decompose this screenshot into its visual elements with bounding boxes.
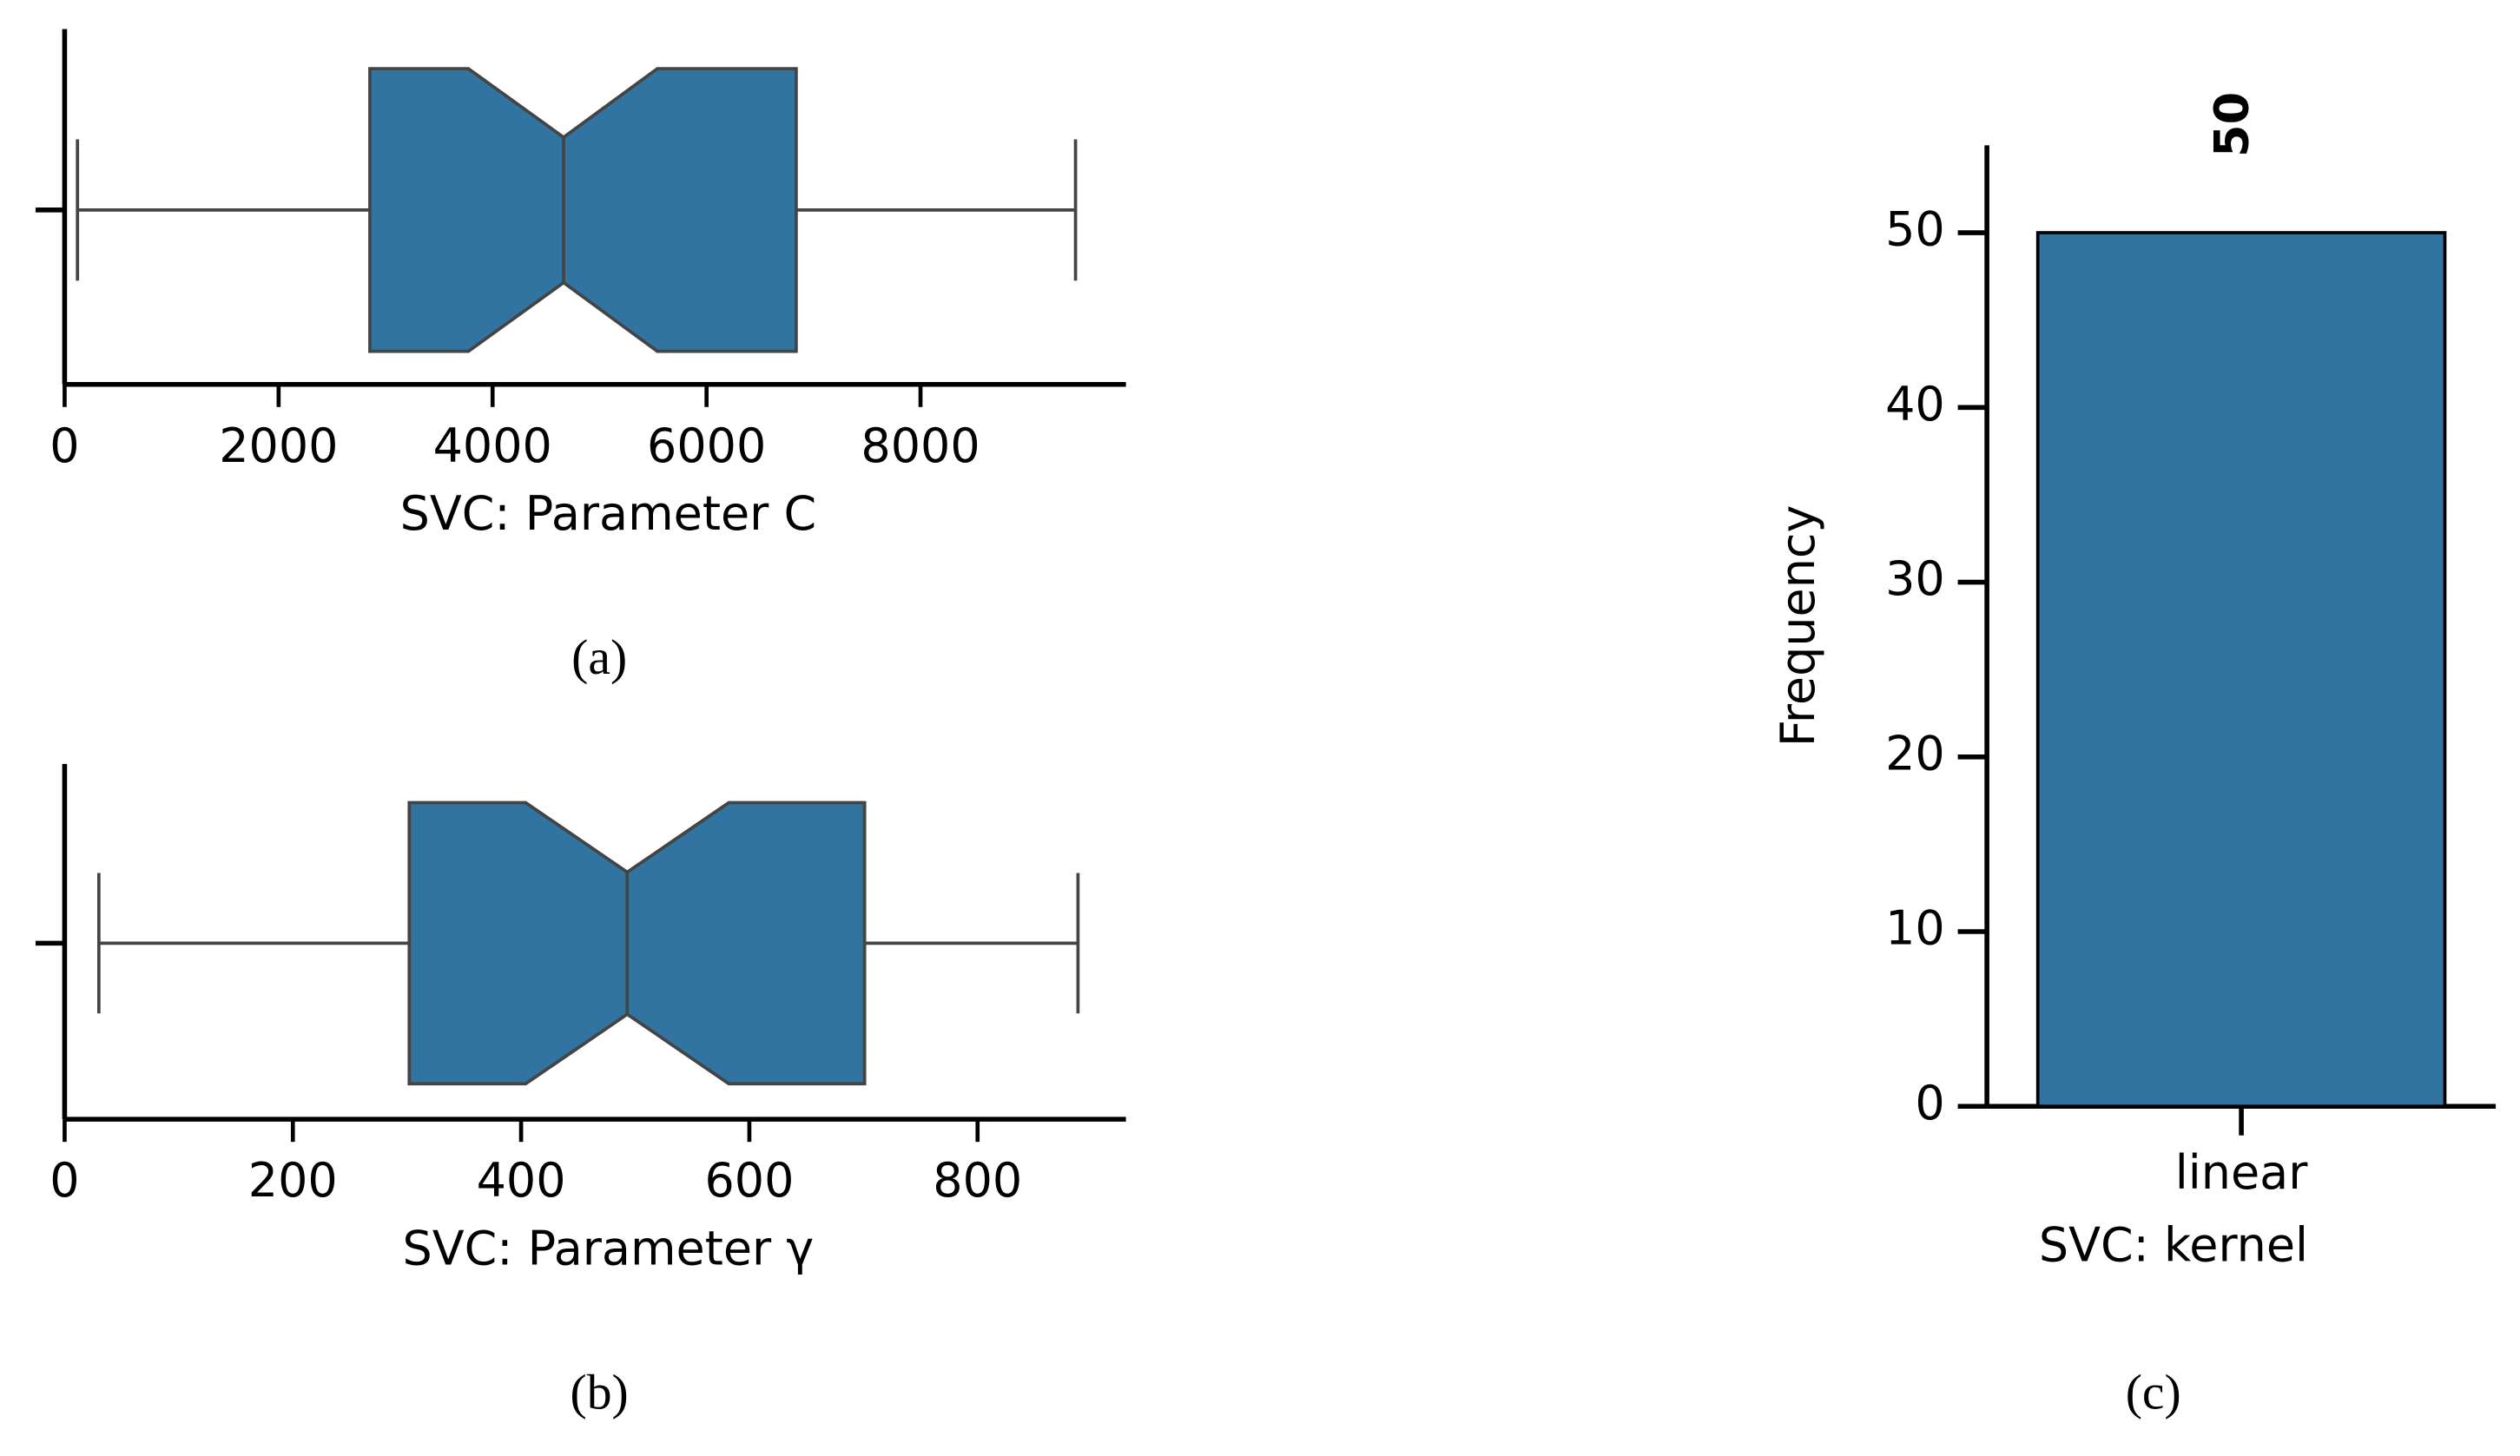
y-tick-label: 40: [1885, 377, 1945, 432]
subcaption: (c): [2126, 1365, 2181, 1420]
subcaption: (b): [571, 1365, 629, 1420]
y-tick-label: 30: [1885, 551, 1945, 606]
subcaption: (a): [571, 630, 627, 685]
y-axis-label: Frequency: [1771, 505, 1825, 748]
box: [407, 800, 867, 1086]
y-tick-label: 20: [1885, 726, 1945, 781]
x-tick-label: 0: [49, 1153, 79, 1208]
x-tick-label: 800: [933, 1153, 1022, 1208]
x-tick-label: linear: [2175, 1145, 2308, 1200]
x-tick-label: 2000: [219, 418, 338, 473]
x-axis-label: SVC: kernel: [2039, 1218, 2308, 1273]
x-axis-label: SVC: Parameter C: [400, 486, 817, 541]
x-tick-label: 0: [49, 418, 79, 473]
x-tick-label: 600: [704, 1153, 794, 1208]
x-axis-label: SVC: Parameter γ: [402, 1221, 814, 1275]
y-tick-label: 10: [1885, 901, 1945, 956]
value-label: 50: [2204, 92, 2259, 157]
y-tick-label: 0: [1915, 1076, 1944, 1130]
x-tick-label: 200: [248, 1153, 338, 1208]
x-tick-label: 400: [477, 1153, 566, 1208]
bar: [2035, 231, 2447, 1109]
x-tick-label: 8000: [861, 418, 980, 473]
y-tick-label: 50: [1885, 202, 1945, 257]
x-tick-label: 6000: [647, 418, 766, 473]
x-tick-label: 4000: [433, 418, 552, 473]
box: [368, 67, 798, 353]
